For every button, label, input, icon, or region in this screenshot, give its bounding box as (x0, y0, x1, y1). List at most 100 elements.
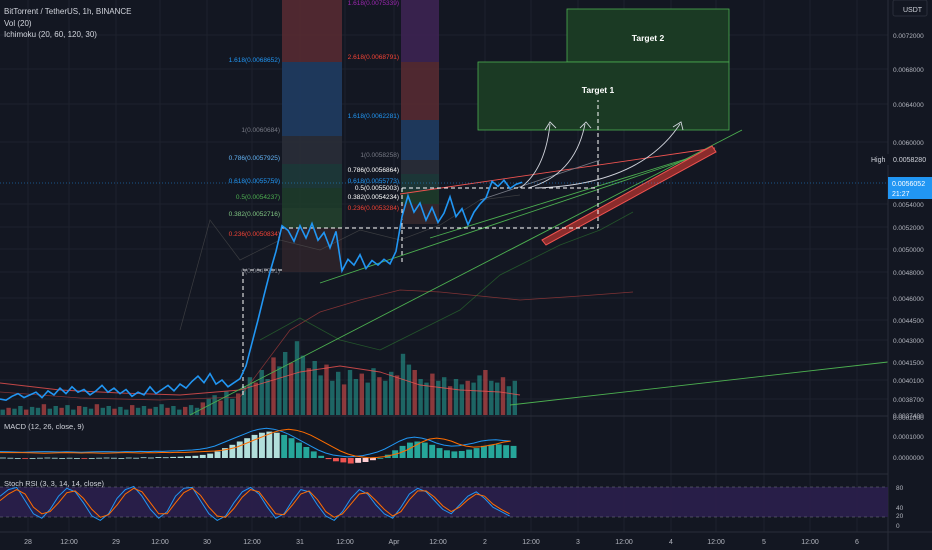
macd-histogram-bar (103, 457, 110, 459)
projection-channel (541, 145, 717, 246)
high-badge-bg (869, 154, 932, 165)
time-tick-label: 2 (483, 539, 487, 546)
volume-bar (418, 379, 423, 415)
macd-tick-label: 0.0002000 (893, 415, 924, 422)
macd-histogram-bar (222, 448, 228, 458)
volume-bar (47, 408, 52, 415)
macd-histogram-bar (199, 454, 206, 458)
time-tick-label: 12:00 (60, 539, 78, 546)
volume-bar (318, 375, 323, 415)
macd-histogram-bar (340, 458, 347, 463)
macd-histogram-bar (458, 451, 465, 458)
macd-line (0, 427, 511, 458)
macd-histogram-bar (88, 458, 95, 459)
fib-labels-mid: 1.618(0.0075339) 2.618(0.0068791) 1.618(0.… (348, 0, 399, 212)
volume-bar (265, 379, 270, 415)
fib-left-label: 0.5(0.0054237) (236, 194, 280, 201)
time-tick-label: 12:00 (336, 539, 354, 546)
macd-histogram-bar (414, 441, 421, 458)
macd-histogram-bar (81, 458, 88, 459)
ichimoku-indicator-title[interactable]: Ichimoku (20, 60, 120, 30) (4, 30, 97, 39)
macd-histogram-bar (347, 458, 354, 464)
volume-bar (465, 380, 470, 415)
time-tick-label: 31 (296, 539, 304, 546)
fib-left-label: 0.236(0.0050834) (229, 231, 280, 238)
macd-histogram-bar (510, 445, 517, 458)
price-line (0, 178, 523, 402)
fib-mid-label: 0.236(0.0053284) (348, 205, 399, 212)
time-tick-label: 12:00 (615, 539, 633, 546)
volume-bar (59, 407, 64, 415)
volume-bar (477, 375, 482, 415)
volume-bar (389, 371, 394, 415)
macd-histogram-bar (7, 457, 14, 459)
macd-histogram-bar (207, 453, 214, 458)
volume-bar (53, 406, 58, 415)
macd-histogram-bar (451, 451, 458, 458)
projection-arrows (519, 121, 684, 189)
macd-histogram-bar (0, 457, 6, 459)
macd-histogram-bar (281, 434, 288, 458)
volume-bar (512, 380, 517, 415)
stoch-tick-label: 80 (896, 485, 904, 492)
volume-bar (495, 382, 500, 415)
fib-mid-label: 1.618(0.0075339) (348, 0, 399, 7)
volume-bar (336, 371, 341, 415)
symbol-title[interactable]: BitTorrent / TetherUS, 1h, BINANCE (4, 7, 132, 16)
price-tick-label: 0.0046000 (893, 296, 924, 303)
stoch-title[interactable]: Stoch RSI (3, 3, 14, 14, close) (4, 479, 105, 488)
volume-bar (430, 373, 435, 415)
macd-histogram-bar (51, 457, 58, 459)
price-tick-label: 0.0064000 (893, 102, 924, 109)
volume-bar (224, 391, 229, 415)
time-tick-label: 30 (203, 539, 211, 546)
volume-bar (82, 406, 88, 415)
price-tick-label: 0.0054000 (893, 202, 924, 209)
volume-bar (100, 407, 105, 415)
measure-dashes (242, 100, 599, 395)
macd-histogram-bar (266, 431, 273, 458)
volume-bar (29, 406, 35, 415)
volume-bar (359, 373, 364, 415)
price-tick-label: 0.0044500 (893, 318, 924, 325)
macd-histogram-bar (111, 457, 117, 459)
volume-bar (241, 386, 247, 415)
volume-bar (294, 341, 300, 415)
stoch-tick-label: 40 (896, 505, 904, 512)
fib-left-label: 1(0.0060684) (241, 127, 280, 134)
time-tick-label: 3 (576, 539, 580, 546)
target-1-box (477, 61, 730, 131)
fib-mid-label: 1(0.0058258) (360, 152, 399, 159)
macd-tick-label: 0.0000000 (893, 455, 924, 462)
volume-bar (24, 409, 29, 415)
time-tick-label: 12:00 (243, 539, 261, 546)
time-tick-label: 12:00 (522, 539, 540, 546)
volume-bar (324, 364, 329, 415)
volume-bar (177, 409, 182, 415)
volume-bar (212, 395, 217, 415)
time-tick-label: 28 (24, 539, 32, 546)
volume-bar (259, 370, 264, 415)
volume-bar (353, 379, 359, 415)
volume-bar (12, 408, 17, 415)
macd-histogram-bar (29, 458, 36, 459)
volume-bar (141, 406, 147, 415)
macd-axis: 0.0002000 0.0001000 0.0000000 (893, 415, 924, 462)
volume-bar (159, 404, 164, 415)
macd-histogram-bar (244, 438, 251, 458)
countdown-value: 21:27 (892, 191, 910, 198)
volume-bar (230, 398, 235, 415)
volume-bar (188, 405, 194, 415)
fib-left-label: 1.618(0.0068652) (229, 57, 280, 64)
currency-badge[interactable] (892, 0, 928, 17)
volume-bar (442, 377, 447, 415)
volume-indicator-title[interactable]: Vol (20) (4, 19, 32, 28)
macd-title[interactable]: MACD (12, 26, close, 9) (4, 422, 85, 431)
macd-histogram-bar (229, 444, 236, 458)
time-axis: 28 12:00 29 12:00 30 12:00 31 12:00 Apr 12:00 2 12:… (24, 539, 859, 546)
macd-histogram-bar (288, 438, 295, 458)
volume-bar (247, 377, 253, 415)
price-tick-label: 0.0072000 (893, 33, 924, 40)
target-2-label: Target 2 (632, 33, 665, 43)
price-tick-label: 0.0068000 (893, 67, 924, 74)
